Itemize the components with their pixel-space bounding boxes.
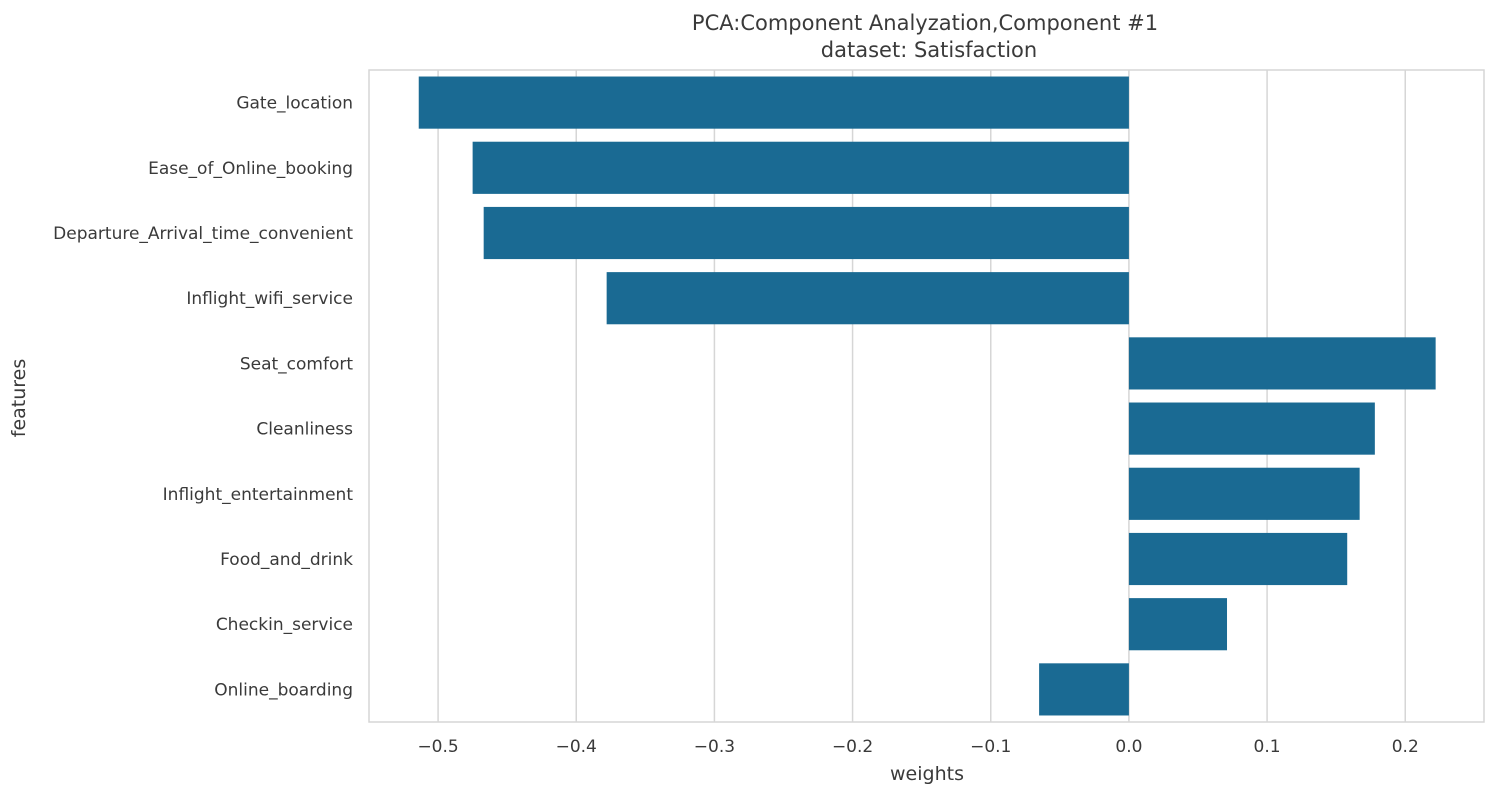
bar: [1128, 598, 1228, 651]
x-tick-label: 0.2: [1392, 737, 1419, 757]
bars: [418, 76, 1436, 716]
y-tick-label: Inflight_wifi_service: [186, 289, 353, 309]
y-tick-label: Checkin_service: [216, 615, 353, 635]
chart-subtitle: dataset: Satisfaction: [821, 38, 1037, 62]
y-tick-labels: Gate_location Ease_of_Online_booking Depar…: [53, 94, 353, 701]
y-tick-label: Cleanliness: [256, 420, 353, 440]
x-tick-label: 0.0: [1115, 737, 1142, 757]
x-tick-labels: −0.5 −0.4 −0.3 −0.2 −0.1 0.0 0.1 0.2: [417, 737, 1418, 757]
y-tick-label: Online_boarding: [214, 680, 353, 700]
bar: [1039, 663, 1129, 716]
y-axis-label: features: [8, 359, 30, 438]
y-tick-label: Food_and_drink: [220, 550, 353, 570]
x-tick-label: −0.1: [970, 737, 1011, 757]
bar: [1128, 402, 1375, 455]
bar: [1128, 467, 1360, 520]
x-tick-label: −0.2: [832, 737, 873, 757]
bar: [483, 206, 1129, 260]
bar: [1128, 337, 1436, 390]
x-axis-label: weights: [890, 763, 964, 785]
bar: [418, 76, 1129, 129]
y-tick-label: Departure_Arrival_time_convenient: [53, 224, 353, 244]
bar: [1128, 532, 1348, 586]
y-tick-label: Ease_of_Online_booking: [148, 159, 353, 179]
chart-title: PCA:Component Analyzation,Component #1: [692, 11, 1158, 35]
x-tick-label: −0.5: [417, 737, 458, 757]
x-tick-label: −0.3: [694, 737, 735, 757]
bar: [606, 272, 1129, 325]
plot-frame: [368, 69, 1485, 723]
y-tick-label: Gate_location: [236, 94, 353, 114]
bar: [472, 141, 1129, 194]
y-tick-label: Seat_comfort: [240, 354, 354, 374]
x-tick-label: 0.1: [1254, 737, 1281, 757]
x-tick-label: −0.4: [556, 737, 597, 757]
y-tick-label: Inflight_entertainment: [163, 485, 354, 505]
